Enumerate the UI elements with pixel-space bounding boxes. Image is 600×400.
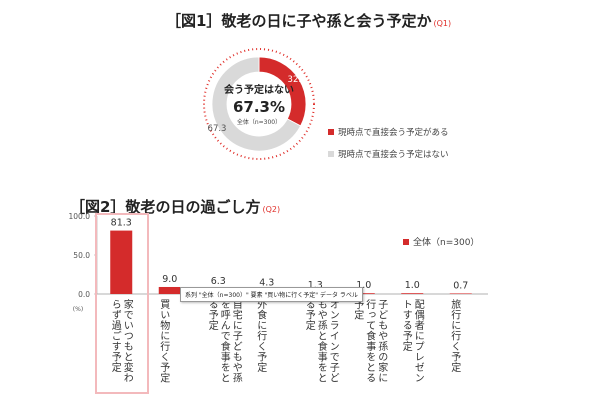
bar-value-label: 0.7 <box>453 280 468 291</box>
bar-value-label: 81.3 <box>111 218 132 229</box>
donut-value-label: 67.3 <box>208 124 227 134</box>
y-tick-label: 100.0 <box>69 212 91 221</box>
bar-7 <box>449 293 472 294</box>
category-label: 外食に行く予定 <box>254 299 266 373</box>
category-label: 配偶者にプレゼントする予定 <box>400 299 424 383</box>
highlight-box <box>95 213 149 394</box>
donut-slice-1 <box>211 56 302 152</box>
fig2-title-text: ［図2］敬老の日の過ごし方 <box>70 198 261 216</box>
fig1-legend-item-have-plan: 現時点で直接会う予定がある <box>328 126 449 138</box>
bar-1 <box>158 286 181 294</box>
fig2-legend-label: 全体（n=300） <box>413 238 480 248</box>
donut-outer-ring <box>203 48 315 160</box>
donut-center-base: 全体（n=300） <box>237 118 281 126</box>
donut-value-label: 32.7 <box>288 75 307 85</box>
fig1-title: ［図1］敬老の日に子や孫と会う予定か (Q1) <box>166 10 451 31</box>
fig1-q-tag: (Q1) <box>433 19 452 28</box>
legend-swatch-gray <box>328 151 334 157</box>
bar-6 <box>401 293 424 294</box>
fig1-legend-label: 現時点で直接会う予定がある <box>338 128 449 138</box>
bar-value-label: 1.0 <box>405 280 420 291</box>
category-label: 旅行に行く予定 <box>448 299 460 373</box>
fig1-title-text: ［図1］敬老の日に子や孫と会う予定か <box>166 12 432 30</box>
y-tick-label: 0.0 <box>78 290 90 299</box>
data-label-tooltip: 系列 "全体（n=300）" 要素 "買い物に行く予定" データ ラベル <box>180 287 363 302</box>
fig2-legend: 全体（n=300） <box>403 235 479 248</box>
bar-value-label: 1.0 <box>356 280 371 291</box>
category-label: 自宅に子どもや孫を呼んで食事をとる予定 <box>206 299 242 383</box>
y-tick-label: 50.0 <box>73 251 90 260</box>
fig2-q-tag: (Q2) <box>262 205 281 214</box>
bar-0 <box>110 230 133 294</box>
fig2-title: ［図2］敬老の日の過ごし方 (Q2) <box>70 196 280 217</box>
bar-value-label: 9.0 <box>162 274 177 285</box>
donut-center-label: 会う予定はない <box>224 83 294 96</box>
legend-swatch-red <box>403 239 409 245</box>
category-label: オンラインで子どもや孫と食事をとる予定 <box>303 299 339 383</box>
donut-center-value: 67.3% <box>233 98 285 116</box>
bar-value-label: 6.3 <box>211 276 226 287</box>
bar-5 <box>352 293 375 294</box>
bar-value-label: 1.3 <box>308 280 323 291</box>
category-label: 子どもや孫の家に行って食事をとる予定 <box>351 299 387 383</box>
category-label: 買い物に行く予定 <box>157 299 169 383</box>
category-label: 家でいつもと変わらず過ごす予定 <box>109 299 133 383</box>
legend-swatch-red <box>328 129 334 135</box>
bar-value-label: 4.3 <box>259 278 274 289</box>
fig1-legend-item-no-plan: 現時点で直接会う予定はない <box>328 148 449 160</box>
y-unit-label: (%) <box>73 306 83 313</box>
fig1-legend-label: 現時点で直接会う予定はない <box>338 150 449 160</box>
